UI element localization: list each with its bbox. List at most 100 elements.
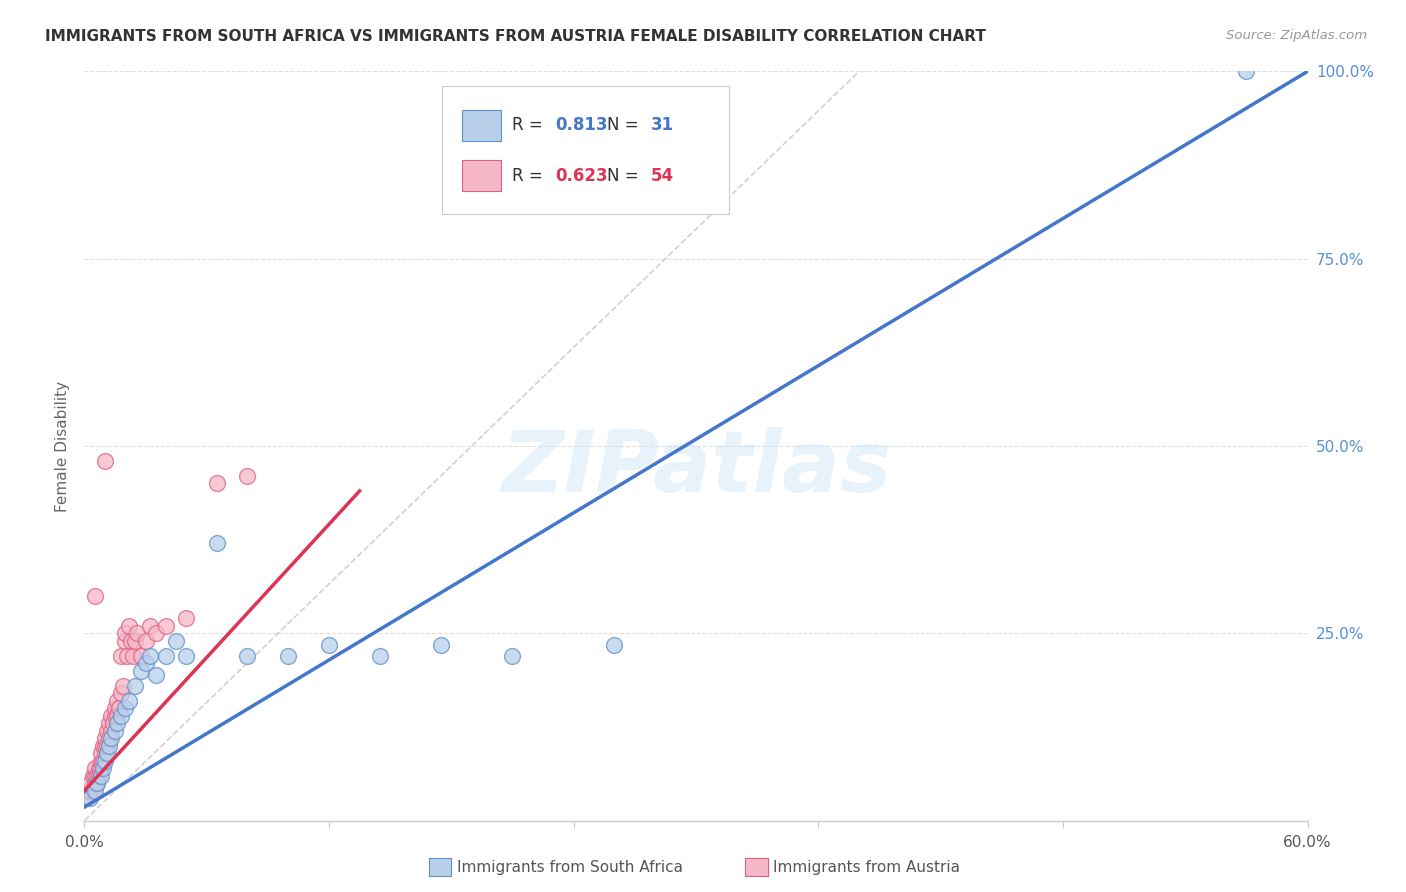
Point [138, 619, 160, 633]
Point [124, 633, 146, 648]
Point [502, 648, 524, 663]
Text: Immigrants from Austria: Immigrants from Austria [773, 860, 960, 874]
Point [79, 783, 101, 797]
Point [93, 454, 115, 468]
Point [122, 648, 145, 663]
Point [87, 769, 110, 783]
Point [145, 667, 167, 681]
Y-axis label: Female Disability: Female Disability [55, 380, 70, 512]
Point [96, 739, 118, 753]
Text: R =: R = [513, 167, 548, 185]
Text: 0.623: 0.623 [555, 167, 607, 185]
Text: N =: N = [606, 167, 644, 185]
Point [97, 739, 120, 753]
FancyBboxPatch shape [441, 87, 728, 214]
Text: N =: N = [606, 116, 644, 135]
Point [115, 648, 138, 663]
Point [79, 791, 101, 805]
Point [165, 633, 187, 648]
Point [430, 638, 453, 652]
Point [90, 746, 112, 760]
Point [77, 783, 100, 797]
Point [135, 657, 157, 671]
Point [82, 769, 104, 783]
Text: 54: 54 [651, 167, 673, 185]
Point [105, 716, 128, 731]
Point [83, 769, 105, 783]
Point [82, 783, 104, 797]
Point [110, 648, 132, 663]
Point [205, 536, 228, 550]
Point [112, 679, 135, 693]
Point [97, 731, 120, 746]
Point [135, 633, 157, 648]
Point [131, 664, 153, 678]
Point [100, 708, 122, 723]
Point [174, 648, 197, 663]
Point [118, 694, 141, 708]
Point [96, 723, 118, 738]
Point [83, 783, 105, 797]
Point [236, 469, 259, 483]
Point [100, 723, 122, 738]
Point [86, 776, 108, 790]
Point [108, 701, 131, 715]
Point [131, 648, 153, 663]
Point [277, 648, 299, 663]
Point [90, 754, 112, 768]
Point [124, 679, 146, 693]
Point [155, 648, 177, 663]
Point [91, 739, 114, 753]
Text: ZIPatlas: ZIPatlas [501, 427, 891, 510]
Text: Source: ZipAtlas.com: Source: ZipAtlas.com [1226, 29, 1367, 42]
Point [318, 638, 340, 652]
Point [100, 731, 122, 746]
Point [114, 701, 136, 715]
Point [105, 708, 128, 723]
Point [86, 776, 108, 790]
Point [93, 731, 115, 746]
Point [91, 761, 114, 775]
Point [110, 708, 132, 723]
Point [114, 633, 136, 648]
Text: IMMIGRANTS FROM SOUTH AFRICA VS IMMIGRANTS FROM AUSTRIA FEMALE DISABILITY CORREL: IMMIGRANTS FROM SOUTH AFRICA VS IMMIGRAN… [45, 29, 986, 44]
Point [110, 686, 132, 700]
Point [138, 648, 160, 663]
Point [79, 776, 101, 790]
Point [104, 708, 127, 723]
Point [83, 761, 105, 775]
Point [93, 739, 115, 753]
Point [90, 761, 112, 775]
Point [101, 716, 124, 731]
Point [97, 716, 120, 731]
Point [127, 626, 149, 640]
Point [91, 754, 114, 768]
Point [75, 791, 97, 805]
Point [174, 611, 197, 625]
Point [93, 754, 115, 768]
Text: Immigrants from South Africa: Immigrants from South Africa [457, 860, 683, 874]
Point [205, 476, 228, 491]
Point [236, 648, 259, 663]
Text: 31: 31 [651, 116, 673, 135]
Point [87, 761, 110, 775]
Point [90, 769, 112, 783]
Text: 0.813: 0.813 [555, 116, 607, 135]
Point [368, 648, 391, 663]
Point [1236, 64, 1258, 78]
Point [120, 633, 142, 648]
Point [104, 701, 127, 715]
Point [603, 638, 626, 652]
Point [145, 626, 167, 640]
Point [83, 589, 105, 603]
Point [105, 694, 128, 708]
Point [86, 769, 108, 783]
Point [104, 723, 127, 738]
Text: R =: R = [513, 116, 548, 135]
Point [83, 776, 105, 790]
Point [96, 746, 118, 760]
FancyBboxPatch shape [463, 110, 502, 141]
Point [155, 619, 177, 633]
Point [118, 619, 141, 633]
Point [114, 626, 136, 640]
